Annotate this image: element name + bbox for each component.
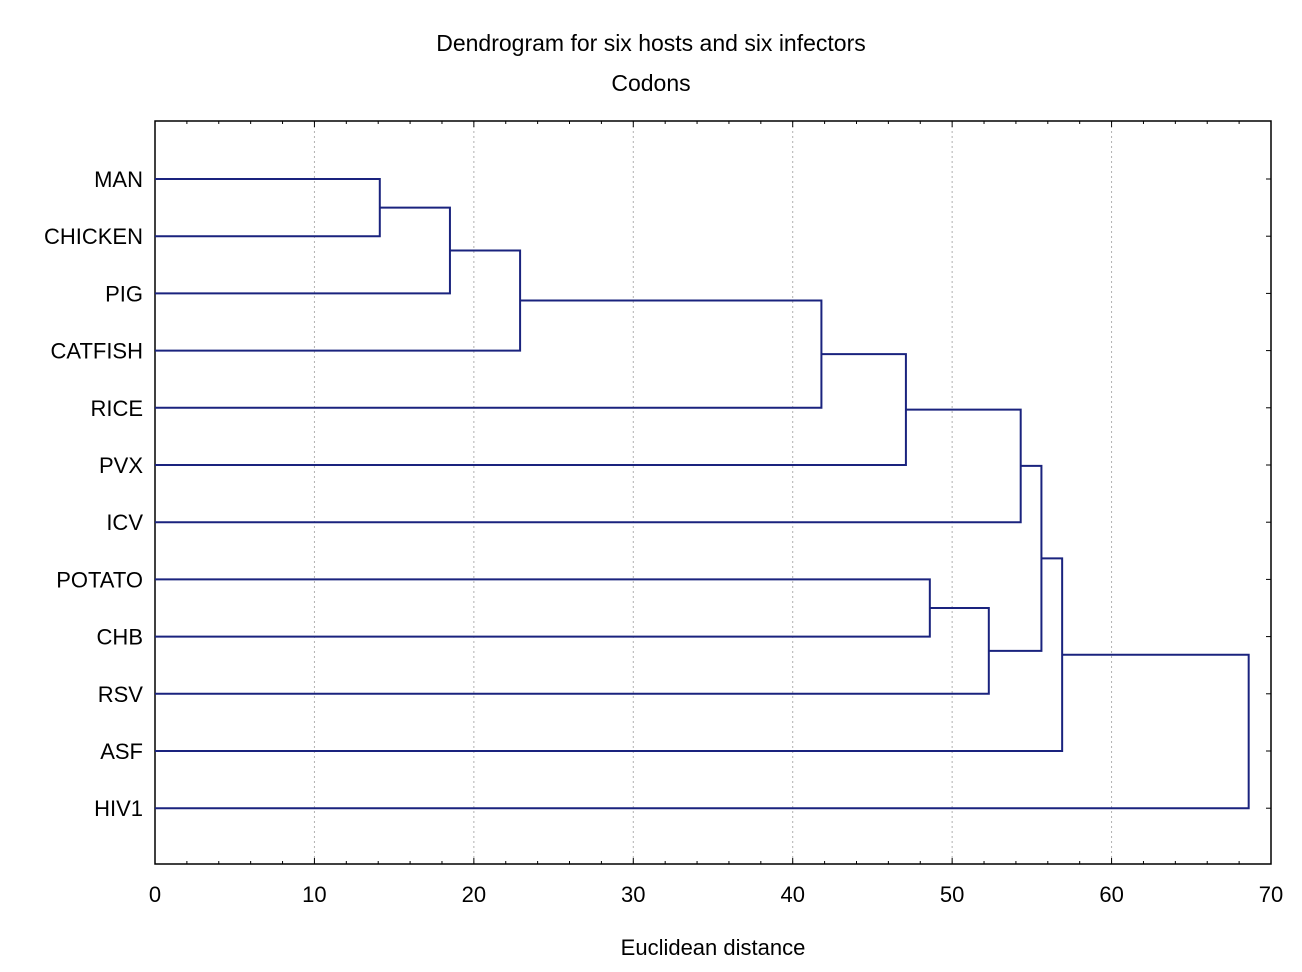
dendrogram-link-9 [988,464,1043,652]
dendrogram-link-4 [155,299,823,409]
leaf-label-rice: RICE [90,396,143,421]
dendrogram-links [155,178,1250,810]
dendrogram-link-7 [155,578,931,638]
x-tick-label: 70 [1259,882,1283,907]
chart-subtitle: Codons [611,70,690,96]
x-tick-label: 50 [940,882,964,907]
plot-frame [154,120,1272,865]
leaf-label-chb: CHB [97,625,143,650]
dendrogram-link-11 [155,653,1250,810]
x-tick-label: 20 [462,882,486,907]
dendrogram-link-2 [155,206,451,295]
leaf-label-rsv: RSV [98,682,144,707]
leaf-label-pvx: PVX [99,453,143,478]
leaf-label-icv: ICV [106,510,143,535]
leaf-label-hiv1: HIV1 [94,796,143,821]
x-tick-label: 40 [780,882,804,907]
leaf-label-potato: POTATO [56,567,143,592]
leaf-labels: MAN CHICKEN PIG CATFISH RICE PVX ICV POTATO CHB R… [44,167,1271,821]
leaf-label-catfish: CATFISH [51,339,143,364]
x-tick-label: 10 [302,882,326,907]
x-tick-label: 60 [1099,882,1123,907]
x-axis-label: Euclidean distance [621,935,806,960]
grid-lines [313,121,1113,864]
x-axis-ticks: 0 10 20 30 40 50 60 70 [149,121,1283,907]
x-tick-label: 0 [149,882,161,907]
leaf-label-pig: PIG [105,281,143,306]
leaf-label-asf: ASF [100,739,143,764]
x-tick-label: 30 [621,882,645,907]
leaf-label-man: MAN [94,167,143,192]
dendrogram-link-5 [155,353,907,466]
dendrogram-link-10 [155,557,1064,752]
leaf-label-chicken: CHICKEN [44,224,143,249]
chart-title: Dendrogram for six hosts and six infecto… [436,30,866,56]
dendrogram-link-3 [155,249,522,352]
dendrogram-link-8 [155,607,990,695]
dendrogram-link-1 [155,178,381,238]
